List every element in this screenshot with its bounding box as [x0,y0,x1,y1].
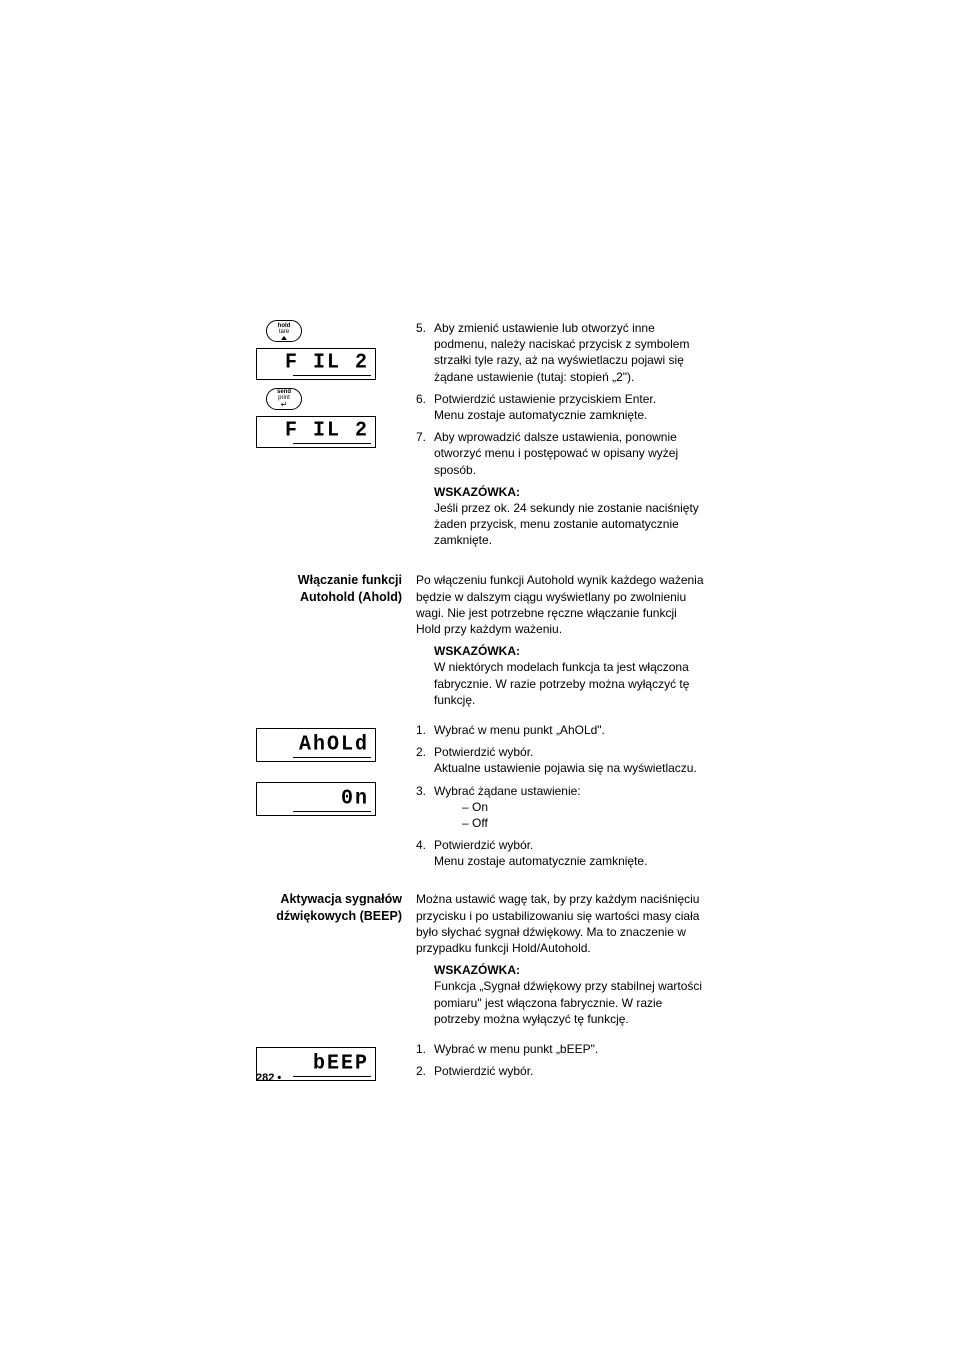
beep-step-2: 2. Potwierdzić wybór. [416,1063,704,1079]
beep-step-1-text: Wybrać w menu punkt „bEEP". [434,1041,704,1057]
step-6-num: 6. [416,391,434,423]
autohold-hint-title: WSKAZÓWKA: [434,643,704,659]
ahold-step-2: 2. Potwierdzić wybór. Aktualne ustawieni… [416,744,704,776]
display-fil2-b-text: F IL 2 [285,419,369,443]
ahold-step-1-text: Wybrać w menu punkt „AhOLd". [434,722,704,738]
enter-arrow-icon: ↵ [281,401,288,409]
ahold-step-2-text: Potwierdzić wybór. [434,744,704,760]
hold-button-line2: tare [279,329,289,335]
hold-button: hold tare [266,320,302,342]
autohold-heading: Włączanie funkcji Autohold (Ahold) [256,572,416,605]
ahold-step-3-sub-on: On [462,799,704,815]
beep-heading: Aktywacja sygnałów dźwiękowych (BEEP) [256,891,416,924]
display-on: 0n [256,782,376,816]
beep-hint-title: WSKAZÓWKA: [434,962,704,978]
ahold-step-4-text: Potwierdzić wybór. [434,837,704,853]
ahold-step-3-num: 3. [416,783,434,832]
ahold-step-4-num: 4. [416,837,434,869]
display-ahold: AhOLd [256,728,376,762]
autohold-intro: Po włączeniu funkcji Autohold wynik każd… [416,572,704,637]
ahold-step-2-num: 2. [416,744,434,776]
ahold-step-3-text: Wybrać żądane ustawienie: [434,783,704,799]
arrow-up-icon [281,336,287,340]
beep-hint-body: Funkcja „Sygnał dźwiękowy przy stabilnej… [434,978,704,1027]
display-beep-text: bEEP [313,1052,369,1076]
beep-step-2-num: 2. [416,1063,434,1079]
send-button: send print ↵ [266,388,302,410]
beep-step-2-text: Potwierdzić wybór. [434,1063,704,1079]
autohold-heading-l1: Włączanie funkcji [256,572,402,588]
page-number: 282 • [256,1072,281,1084]
ahold-step-2-text2: Aktualne ustawienie pojawia się na wyświ… [434,760,704,776]
beep-step-1-num: 1. [416,1041,434,1057]
beep-heading-l1: Aktywacja sygnałów [256,891,402,907]
step-7-num: 7. [416,429,434,478]
step-5-text: Aby zmienić ustawienie lub otworzyć inne… [434,320,704,385]
step-5: 5. Aby zmienić ustawienie lub otworzyć i… [416,320,704,385]
step-5-num: 5. [416,320,434,385]
step-7-text: Aby wprowadzić dalsze ustawienia, ponown… [434,429,704,478]
step-6-text2: Menu zostaje automatycznie zamknięte. [434,407,704,423]
hint-1: WSKAZÓWKA: Jeśli przez ok. 24 sekundy ni… [416,484,704,549]
hint-1-title: WSKAZÓWKA: [434,484,704,500]
ahold-step-4: 4. Potwierdzić wybór. Menu zostaje autom… [416,837,704,869]
display-fil2-a-text: F IL 2 [285,351,369,375]
beep-step-1: 1. Wybrać w menu punkt „bEEP". [416,1041,704,1057]
ahold-step-4-text2: Menu zostaje automatycznie zamknięte. [434,853,704,869]
step-6-text: Potwierdzić ustawienie przyciskiem Enter… [434,391,704,407]
autohold-hint: WSKAZÓWKA: W niektórych modelach funkcja… [416,643,704,708]
ahold-step-3: 3. Wybrać żądane ustawienie: On Off [416,783,704,832]
step-7: 7. Aby wprowadzić dalsze ustawienia, pon… [416,429,704,478]
display-on-text: 0n [341,787,369,811]
display-ahold-text: AhOLd [299,733,369,757]
ahold-step-3-sub-off: Off [462,815,704,831]
autohold-heading-l2: Autohold (Ahold) [256,589,402,605]
autohold-hint-body: W niektórych modelach funkcja ta jest wł… [434,659,704,708]
step-6: 6. Potwierdzić ustawienie przyciskiem En… [416,391,704,423]
hint-1-body: Jeśli przez ok. 24 sekundy nie zostanie … [434,500,704,549]
beep-heading-l2: dźwiękowych (BEEP) [256,908,402,924]
display-fil2-b: F IL 2 [256,416,376,448]
beep-intro: Można ustawić wagę tak, by przy każdym n… [416,891,704,956]
ahold-step-1: 1. Wybrać w menu punkt „AhOLd". [416,722,704,738]
display-fil2-a: F IL 2 [256,348,376,380]
beep-hint: WSKAZÓWKA: Funkcja „Sygnał dźwiękowy prz… [416,962,704,1027]
ahold-step-1-num: 1. [416,722,434,738]
